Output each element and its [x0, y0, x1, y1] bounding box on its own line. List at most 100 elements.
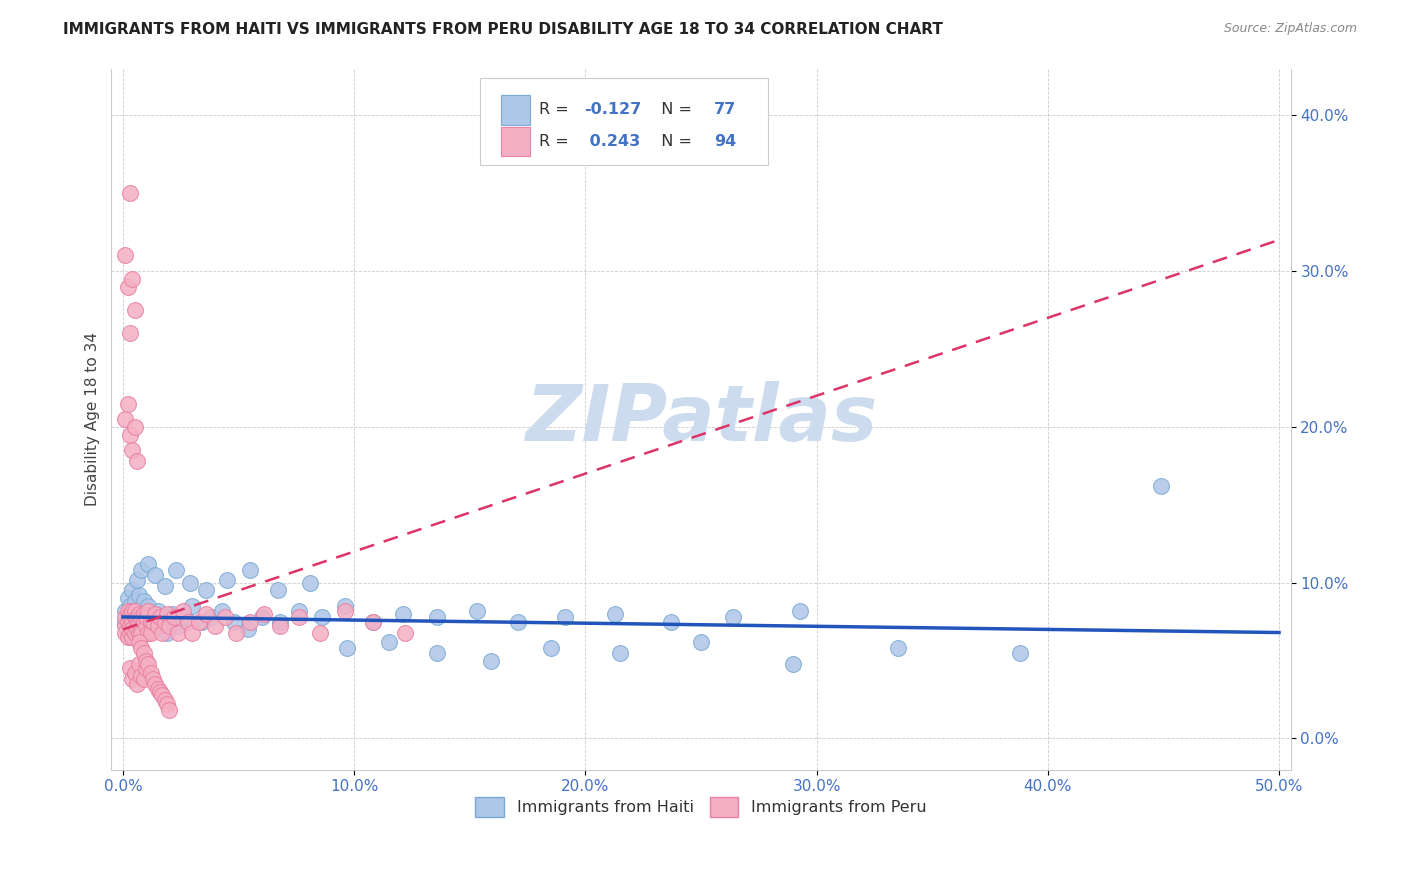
- Point: [143, 607, 166, 621]
- Point: [125, 677, 148, 691]
- Point: [225, 625, 247, 640]
- Point: [131, 625, 153, 640]
- Point: [142, 615, 165, 629]
- Point: [690, 635, 713, 649]
- Point: [125, 630, 148, 644]
- Point: [132, 673, 155, 687]
- Point: [174, 610, 197, 624]
- Point: [131, 563, 153, 577]
- Point: [131, 604, 153, 618]
- Point: [121, 610, 143, 624]
- Point: [160, 607, 183, 621]
- Point: [132, 615, 155, 629]
- Point: [118, 427, 141, 442]
- Point: [117, 630, 139, 644]
- Point: [124, 625, 146, 640]
- Point: [426, 610, 449, 624]
- Point: [121, 673, 143, 687]
- Point: [117, 279, 139, 293]
- Point: [333, 599, 356, 613]
- Point: [188, 615, 211, 629]
- Point: [118, 625, 141, 640]
- Point: [117, 591, 139, 606]
- Point: [165, 563, 187, 577]
- Point: [131, 641, 153, 656]
- Point: [172, 604, 194, 618]
- Point: [190, 615, 212, 629]
- Point: [128, 610, 150, 624]
- Point: [121, 604, 143, 618]
- Point: [132, 646, 155, 660]
- Point: [204, 619, 226, 633]
- Point: [508, 615, 530, 629]
- Point: [125, 615, 148, 629]
- Point: [128, 615, 150, 629]
- Point: [195, 583, 218, 598]
- Point: [118, 619, 141, 633]
- Point: [143, 567, 166, 582]
- Point: [131, 669, 153, 683]
- Point: [138, 557, 160, 571]
- FancyBboxPatch shape: [501, 127, 530, 156]
- Text: Source: ZipAtlas.com: Source: ZipAtlas.com: [1223, 22, 1357, 36]
- Point: [200, 610, 222, 624]
- FancyBboxPatch shape: [481, 78, 768, 165]
- Point: [269, 619, 291, 633]
- FancyBboxPatch shape: [501, 95, 530, 125]
- Point: [156, 607, 179, 621]
- Point: [135, 661, 157, 675]
- Point: [361, 615, 384, 629]
- Point: [167, 619, 190, 633]
- Point: [124, 604, 146, 618]
- Point: [150, 625, 173, 640]
- Point: [125, 615, 148, 629]
- Point: [157, 619, 180, 633]
- Text: 94: 94: [714, 134, 737, 149]
- Point: [153, 615, 176, 629]
- Point: [117, 604, 139, 618]
- Point: [378, 635, 401, 649]
- Point: [554, 610, 576, 624]
- Text: N =: N =: [651, 103, 697, 118]
- Point: [236, 623, 259, 637]
- Point: [215, 573, 238, 587]
- Point: [311, 610, 333, 624]
- Point: [135, 610, 157, 624]
- Point: [139, 610, 162, 624]
- Point: [287, 610, 309, 624]
- Point: [146, 604, 169, 618]
- Point: [269, 615, 291, 629]
- Text: N =: N =: [651, 134, 697, 149]
- Point: [336, 641, 359, 656]
- Point: [121, 623, 143, 637]
- Point: [128, 588, 150, 602]
- Point: [181, 599, 204, 613]
- Point: [114, 412, 136, 426]
- Point: [135, 625, 157, 640]
- Point: [132, 615, 155, 629]
- Point: [138, 599, 160, 613]
- Point: [156, 625, 179, 640]
- Point: [361, 615, 384, 629]
- Point: [211, 604, 233, 618]
- Point: [121, 443, 143, 458]
- Point: [426, 646, 449, 660]
- Point: [723, 610, 745, 624]
- Point: [179, 575, 201, 590]
- Point: [124, 610, 146, 624]
- Point: [118, 607, 141, 621]
- Point: [128, 657, 150, 671]
- Point: [782, 657, 804, 671]
- Point: [150, 688, 173, 702]
- Point: [114, 610, 136, 624]
- Point: [114, 615, 136, 629]
- Point: [114, 604, 136, 618]
- Point: [308, 625, 330, 640]
- Point: [659, 615, 682, 629]
- Point: [118, 610, 141, 624]
- Point: [609, 646, 631, 660]
- Point: [150, 615, 173, 629]
- Point: [128, 625, 150, 640]
- Point: [139, 625, 162, 640]
- Point: [124, 604, 146, 618]
